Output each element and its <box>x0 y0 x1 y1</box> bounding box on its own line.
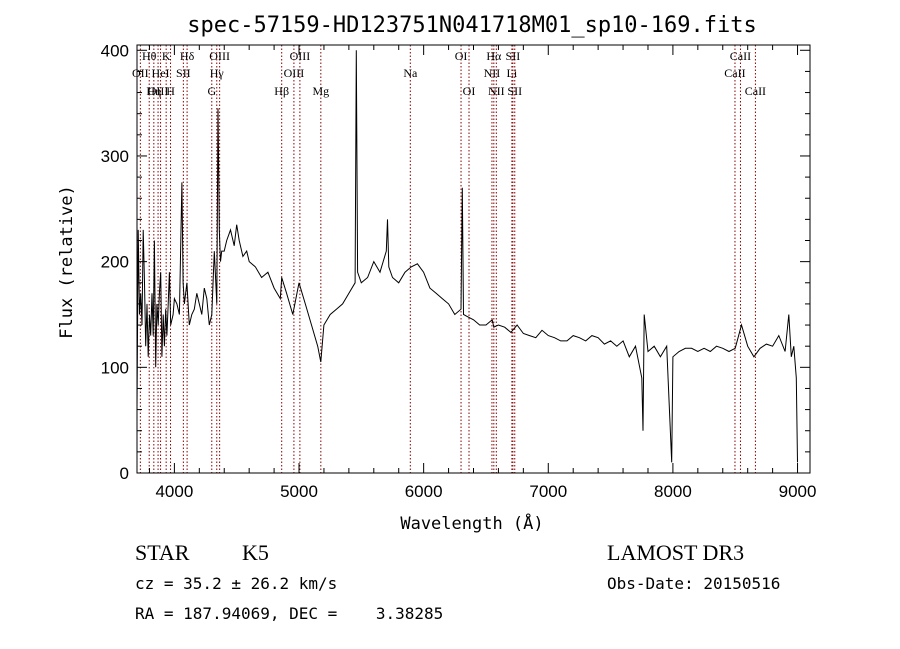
marker-label: OIII <box>148 84 169 98</box>
y-tick-label: 100 <box>101 358 129 377</box>
marker-label: Hγ <box>210 66 225 80</box>
x-tick-label: 6000 <box>405 482 443 501</box>
observation-date: Obs-Date: 20150516 <box>607 574 781 593</box>
x-tick-label: 8000 <box>654 482 692 501</box>
y-tick-label: 200 <box>101 253 129 272</box>
object-subclass: K5 <box>242 540 269 565</box>
marker-label: OI <box>455 49 468 63</box>
marker-label: SII <box>506 49 521 63</box>
sky-coordinates: RA = 187.94069, DEC = 3.38285 <box>135 604 444 623</box>
marker-label: H <box>166 84 175 98</box>
x-tick-label: 5000 <box>280 482 318 501</box>
marker-label: OI <box>463 84 476 98</box>
spectrum-series-line <box>136 50 798 463</box>
survey-name: LAMOST DR3 <box>607 540 745 565</box>
marker-label: G <box>207 84 216 98</box>
marker-label: CaII <box>730 49 751 63</box>
y-tick-label: 400 <box>101 41 129 60</box>
y-tick-label: 0 <box>120 464 129 483</box>
marker-label: OII <box>132 66 149 80</box>
marker-label: OIII <box>209 49 230 63</box>
chart-title: spec-57159-HD123751N041718M01_sp10-169.f… <box>187 13 757 38</box>
marker-label: Hθ <box>142 49 157 63</box>
marker-label: CaII <box>745 84 766 98</box>
x-axis-label: Wavelength (Å) <box>400 512 543 534</box>
marker-label: SII <box>176 66 191 80</box>
marker-label: Hα <box>486 49 502 63</box>
marker-label: OIII <box>284 66 305 80</box>
marker-label: CaII <box>724 66 745 80</box>
marker-label: Mg <box>312 84 329 98</box>
marker-label: Hδ <box>180 49 195 63</box>
emission-line-markers <box>139 45 756 473</box>
marker-label: Hη <box>146 84 161 98</box>
marker-label: Li <box>507 66 518 80</box>
x-tick-label: 9000 <box>779 482 817 501</box>
marker-label: K <box>162 49 171 63</box>
marker-label: HeI <box>152 66 170 80</box>
marker-label: Na <box>403 66 418 80</box>
object-class: STAR <box>135 540 190 565</box>
marker-label: OIII <box>290 49 311 63</box>
marker-label: NII <box>484 66 501 80</box>
redshift-velocity: cz = 35.2 ± 26.2 km/s <box>135 574 338 593</box>
plot-frame <box>136 44 811 474</box>
emission-line-labels: OIIHθHηOIIIHeIKHSIIHδGHγOIIIHβOIIIOIIIMg… <box>132 49 766 98</box>
y-tick-label: 300 <box>101 147 129 166</box>
x-tick-label: 7000 <box>529 482 567 501</box>
marker-label: NII <box>488 84 505 98</box>
y-axis: 0 100 200 300 400 <box>101 41 810 483</box>
y-axis-label: Flux (relative) <box>57 185 77 339</box>
x-tick-label: 4000 <box>155 482 193 501</box>
marker-label: Hβ <box>274 84 289 98</box>
marker-label: SII <box>507 84 522 98</box>
x-axis: 4000 5000 6000 7000 8000 9000 <box>148 45 817 501</box>
